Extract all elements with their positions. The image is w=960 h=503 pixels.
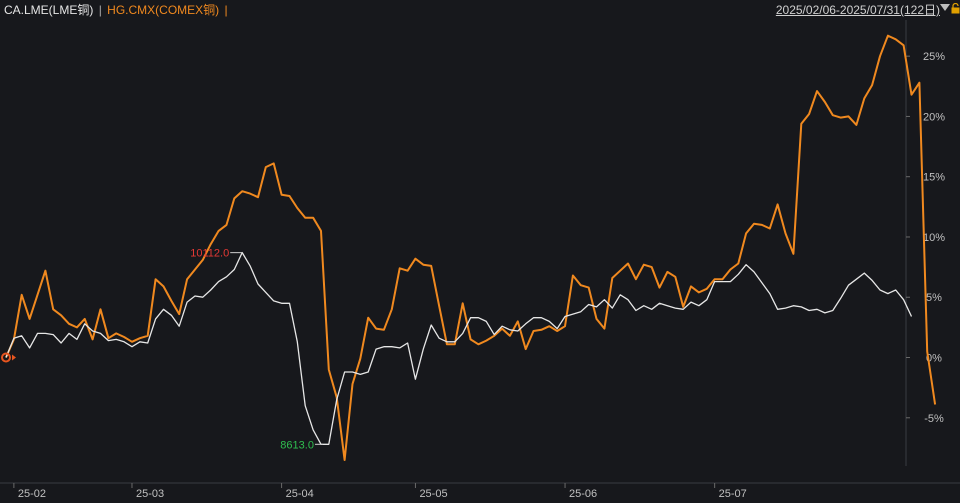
- low-label: 8613.0: [280, 439, 314, 451]
- y-tick-label: 0%: [926, 353, 942, 365]
- x-tick-label: 25-06: [569, 488, 597, 500]
- chart-annotations: 10112.0 8613.0: [1, 248, 323, 451]
- series-line: [5, 34, 937, 461]
- start-arrow: [12, 354, 16, 361]
- x-axis: 25-02 25-03 25-04 25-05 25-06 25-07: [13, 483, 747, 500]
- x-tick-label: 25-04: [286, 488, 314, 500]
- chevron-down-icon[interactable]: [940, 4, 950, 11]
- lock-icon[interactable]: [951, 3, 960, 14]
- chart-grid: [0, 20, 960, 484]
- series-line: [5, 251, 913, 445]
- legend-series-a[interactable]: CA.LME(LME铜): [4, 3, 94, 17]
- x-tick-label: 25-05: [419, 488, 447, 500]
- y-tick-label: 5%: [926, 292, 942, 304]
- x-tick-label: 25-07: [719, 488, 747, 500]
- date-range-selector[interactable]: 2025/02/06-2025/07/31(122日): [775, 3, 940, 17]
- y-tick-label: 25%: [923, 51, 945, 63]
- x-tick-label: 25-02: [18, 488, 46, 500]
- y-tick-label: 15%: [923, 172, 945, 184]
- legend-separator: |: [224, 3, 228, 17]
- x-tick-label: 25-03: [136, 488, 164, 500]
- y-tick-label: 20%: [923, 111, 945, 123]
- y-tick-label: -5%: [924, 413, 944, 425]
- chart-series: [5, 34, 937, 461]
- legend-series-b[interactable]: HG.CMX(COMEX铜): [107, 3, 220, 17]
- high-label: 10112.0: [190, 248, 229, 260]
- legend-separator: |: [98, 3, 102, 17]
- start-marker: [1, 352, 11, 363]
- chart-legend: CA.LME(LME铜) | HG.CMX(COMEX铜) |: [4, 2, 230, 18]
- y-tick-label: 10%: [923, 232, 945, 244]
- y-axis: 25% 20% 15% 10% 5% 0% -5%: [906, 51, 945, 425]
